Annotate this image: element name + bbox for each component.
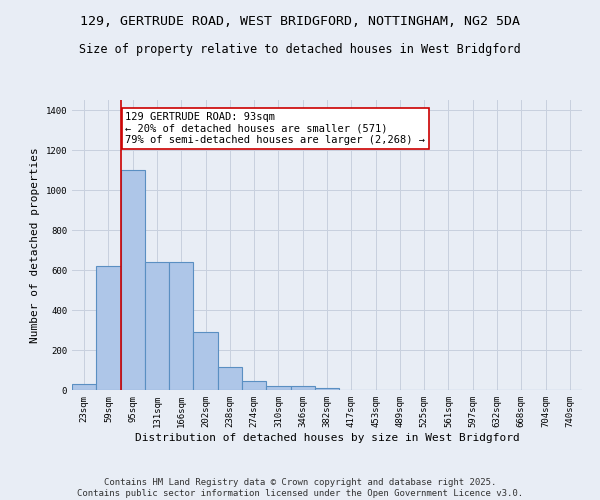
Bar xyxy=(72,384,96,390)
Bar xyxy=(218,367,242,390)
Bar xyxy=(315,388,339,390)
Bar xyxy=(121,170,145,390)
Bar xyxy=(266,386,290,390)
Text: 129, GERTRUDE ROAD, WEST BRIDGFORD, NOTTINGHAM, NG2 5DA: 129, GERTRUDE ROAD, WEST BRIDGFORD, NOTT… xyxy=(80,15,520,28)
X-axis label: Distribution of detached houses by size in West Bridgford: Distribution of detached houses by size … xyxy=(134,432,520,442)
Bar xyxy=(290,386,315,390)
Text: Size of property relative to detached houses in West Bridgford: Size of property relative to detached ho… xyxy=(79,42,521,56)
Bar xyxy=(145,262,169,390)
Y-axis label: Number of detached properties: Number of detached properties xyxy=(30,147,40,343)
Text: Contains HM Land Registry data © Crown copyright and database right 2025.
Contai: Contains HM Land Registry data © Crown c… xyxy=(77,478,523,498)
Text: 129 GERTRUDE ROAD: 93sqm
← 20% of detached houses are smaller (571)
79% of semi-: 129 GERTRUDE ROAD: 93sqm ← 20% of detach… xyxy=(125,112,425,145)
Bar xyxy=(193,332,218,390)
Bar xyxy=(242,381,266,390)
Bar xyxy=(96,266,121,390)
Bar xyxy=(169,262,193,390)
